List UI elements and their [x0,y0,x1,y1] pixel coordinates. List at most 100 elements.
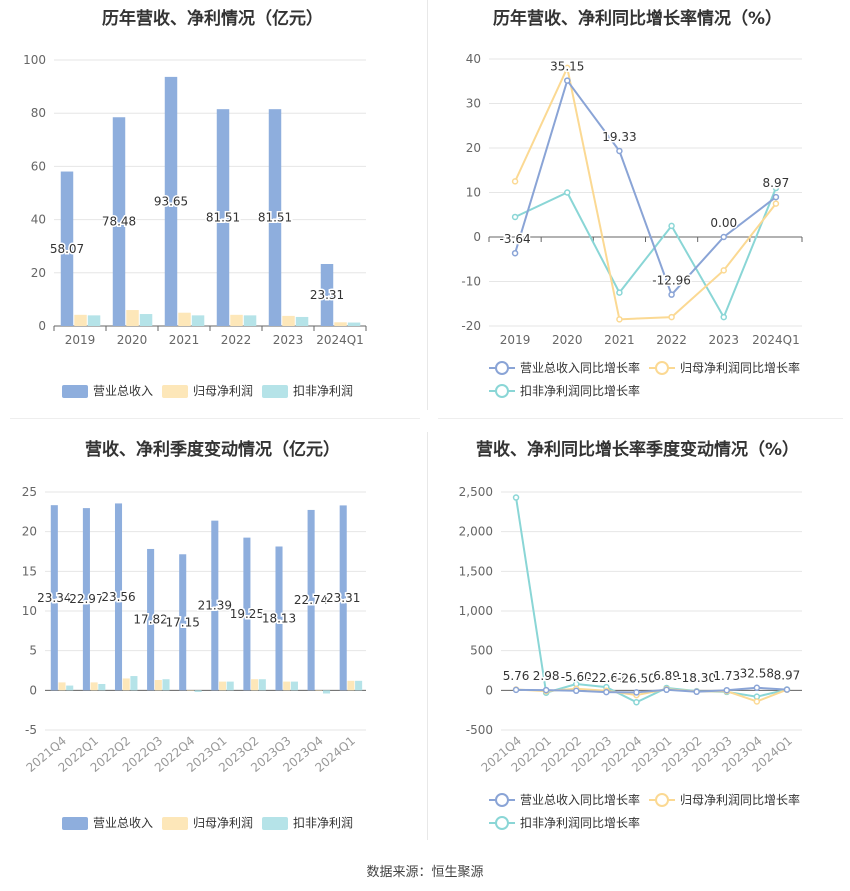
annual-revenue-profit-panel: 历年营收、净利情况（亿元） 0 20 40 60 80 100 2019 2020 2021 20… [0,0,425,410]
legend-swatch [262,385,288,398]
y-tick-label: 10 [466,186,481,200]
legend-label: 扣非净利润同比增长率 [520,815,640,830]
data-point [772,184,780,192]
bar-deducted-profit [162,679,170,691]
data-point [723,686,730,694]
data-point [720,313,727,321]
data-point [753,684,761,691]
data-label: 23.56 [101,590,135,604]
bar-parent-profit [282,315,295,326]
data-label: -12.96 [652,274,691,288]
legend-marker [655,793,669,807]
bar-revenue [268,109,282,326]
y-tick-label: 0 [38,319,46,333]
x-tick-label: 2022 [221,333,252,347]
data-label: 19.25 [230,607,264,621]
x-tick-label: 2022 [656,333,687,347]
data-point [720,233,727,241]
data-label: -18.30 [677,671,716,685]
y-tick-label: 10 [22,604,37,618]
y-tick-label: 2,500 [459,485,493,499]
bar-revenue [243,537,251,691]
data-label: 81.51 [258,211,292,225]
bar-revenue [147,548,155,691]
legend-label: 营业总收入同比增长率 [520,792,640,807]
bar-parent-profit [283,681,291,691]
y-tick-label: 40 [31,213,46,227]
vertical-divider [427,432,428,840]
x-tick-label: 2021 [169,333,200,347]
y-tick-label: 0 [473,230,481,244]
data-point [564,77,571,84]
quarterly-growth-line-chart: -50005001,0001,5002,0002,5002021Q42022Q1… [459,485,802,830]
bar-deducted-profit [87,315,101,326]
bar-parent-profit [347,680,355,691]
data-label: 32.58 [740,667,774,681]
legend-label: 营业总收入同比增长率 [520,360,640,375]
bar-revenue [211,520,219,691]
data-label: 23.31 [310,288,344,302]
legend-label: 扣非净利润 [293,384,353,398]
bar-parent-profit [186,690,194,691]
y-tick-label: 20 [31,266,46,280]
data-point [542,686,550,694]
annual-bar-chart: 0 20 40 60 80 100 2019 2020 2021 2022 2023 2024Q1 58… [23,53,367,398]
bar-deducted-profit [130,676,138,691]
legend-label: 归母净利润同比增长率 [680,360,800,375]
data-label: 21.39 [198,598,232,612]
y-tick-label: 20 [466,141,481,155]
x-tick-label: 2021 [604,333,635,347]
bar-parent-profit [218,681,227,691]
data-point [772,193,780,201]
bar-deducted-profit [322,690,331,694]
chart-title: 历年营收、净利情况（亿元） [102,9,323,29]
data-point [512,686,520,694]
bar-deducted-profit [139,314,153,326]
chart-title: 营收、净利同比增长率季度变动情况（%） [475,440,800,460]
data-point [603,688,610,696]
data-point [616,289,623,296]
series-line [514,64,777,321]
legend-marker [495,793,509,807]
legend-label: 扣非净利润同比增长率 [520,383,640,398]
y-tick-label: 20 [22,525,37,539]
data-point [573,687,580,695]
legend-marker [495,816,509,830]
legend-swatch [62,385,88,398]
bar-parent-profit [315,690,323,691]
annual-growth-panel: 历年营收、净利同比增长率情况（%） -20 -10 0 10 20 30 40 2019 202… [425,0,850,410]
quarterly-revenue-profit-panel: 营收、净利季度变动情况（亿元） -5 0 5 10 15 20 25 2021Q4 2022Q1… [0,430,425,845]
data-point [511,249,519,257]
data-point [663,686,670,694]
y-tick-label: 0 [29,683,37,697]
data-label: 23.31 [326,591,360,605]
legend-label: 扣非净利润 [293,816,353,830]
y-tick-label: 1,500 [459,564,493,578]
quarterly-bar-chart: -505101520252021Q42022Q12022Q22022Q32022… [22,485,366,830]
bar-parent-profit [154,680,162,691]
y-tick-label: 30 [466,97,481,111]
legend-swatch [162,385,188,398]
legend-label: 归母净利润 [193,384,253,398]
legend-label: 归母净利润 [193,816,253,830]
bar-revenue [50,505,58,691]
bar-deducted-profit [66,685,74,691]
bar-revenue [179,554,187,691]
bar-deducted-profit [295,316,309,326]
data-label: -5.60 [561,670,592,684]
chart-title: 营收、净利季度变动情况（亿元） [85,440,340,460]
y-tick-label: -10 [461,275,481,289]
series-line [514,78,777,297]
data-label: 8.97 [763,176,790,190]
data-label: 78.48 [102,215,136,229]
legend-label: 营业总收入 [93,384,153,398]
data-label: 19.33 [602,130,636,144]
chart-title: 历年营收、净利同比增长率情况（%） [492,9,783,29]
data-label: 8.97 [774,669,801,683]
bar-revenue [164,76,178,327]
data-label: 22.97 [69,592,103,606]
legend-swatch [62,817,88,830]
data-label: 1.73 [713,669,740,683]
y-tick-label: 2,000 [459,525,493,539]
bar-revenue [307,509,315,691]
